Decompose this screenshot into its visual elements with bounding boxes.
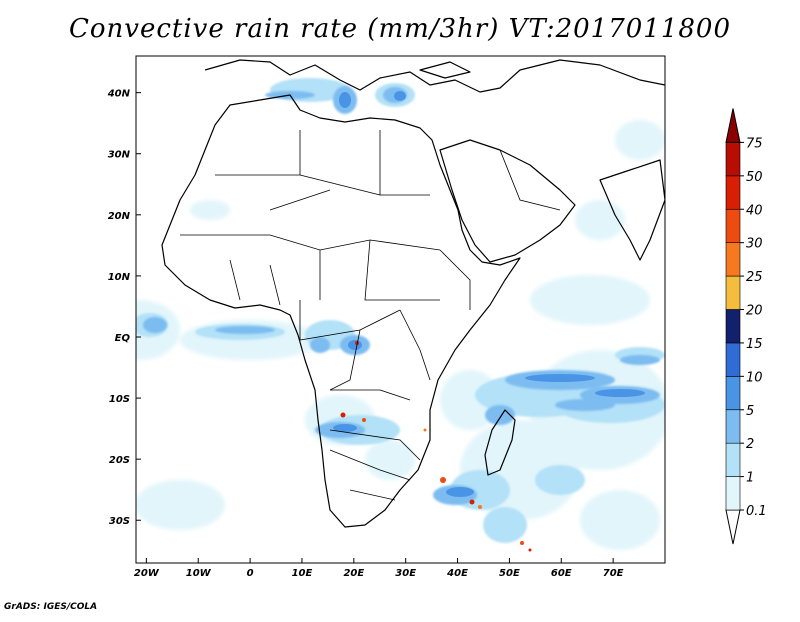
arabia-coastline (439, 139, 576, 263)
colorbar-segment (725, 142, 741, 177)
colorbar-label: 25 (746, 270, 763, 285)
y-tick-label: 30N (108, 150, 131, 161)
x-tick-label: 10W (186, 568, 212, 579)
colorbar-label: 10 (746, 370, 763, 385)
precipitation-field (136, 78, 665, 552)
colorbar-label: 30 (746, 237, 763, 252)
precip-intense-cells (340, 341, 532, 552)
madagascar-coastline (484, 409, 516, 476)
x-tick-label: 60E (551, 568, 572, 579)
x-tick-label: 10E (292, 568, 313, 579)
x-axis-ticks: 20W 10W 0 10E 20E 30E 40E 50E 60E 70E (134, 558, 624, 579)
colorbar-label: 20 (746, 304, 763, 319)
x-tick-label: 20E (343, 568, 364, 579)
map-title: Convective rain rate (mm/3hr) VT:2017011… (68, 14, 732, 44)
x-tick-label: 20W (134, 568, 160, 579)
y-tick-label: 40N (107, 89, 131, 100)
y-tick-label: 30S (109, 516, 130, 527)
colorbar-label: 5 (746, 404, 754, 419)
colorbar-label: 0.1 (746, 504, 767, 519)
y-tick-label: 10N (108, 272, 131, 283)
black-sea-coastline (419, 61, 471, 79)
x-tick-label: 40E (446, 568, 468, 579)
colorbar-upper-triangle (725, 108, 741, 143)
colorbar-segment (725, 275, 741, 310)
colorbar-label: 50 (746, 170, 763, 185)
precip-light-patches (136, 120, 665, 550)
colorbar-segment (725, 476, 741, 511)
credit-label: GrADS: IGES/COLA (4, 602, 98, 612)
colorbar-segment (725, 309, 741, 344)
colorbar-segment (725, 442, 741, 477)
colorbar-segment (725, 208, 741, 243)
colorbar-label: 75 (746, 136, 763, 151)
india-coastline (599, 159, 665, 261)
x-tick-label: 0 (247, 568, 254, 579)
colorbar-label: 1 (746, 471, 754, 486)
colorbar-label: 2 (746, 437, 754, 452)
x-tick-label: 30E (395, 568, 416, 579)
y-tick-label: 10S (109, 394, 130, 405)
precip-heavy-patches (333, 91, 645, 497)
europe-coastline (204, 59, 665, 93)
colorbar-segment (725, 175, 741, 210)
colorbar-segment (725, 242, 741, 277)
colorbar-label: 40 (746, 203, 763, 218)
colorbar-segment (725, 376, 741, 411)
colorbar-segment (725, 409, 741, 444)
colorbar-lower-triangle (725, 509, 741, 545)
x-tick-label: 70E (603, 568, 624, 579)
y-axis-ticks: 40N 30N 20N 10N EQ 10S 20S 30S (107, 89, 141, 527)
africa-coastline (161, 94, 521, 528)
y-tick-label: 20N (108, 211, 131, 222)
y-tick-label: 20S (109, 455, 130, 466)
map-frame (135, 55, 666, 564)
colorbar-segment (725, 342, 741, 377)
colorbar-label: 15 (746, 337, 763, 352)
coastlines (161, 59, 665, 528)
country-borders (180, 130, 561, 501)
y-tick-label: EQ (115, 333, 131, 344)
x-tick-label: 50E (499, 568, 520, 579)
